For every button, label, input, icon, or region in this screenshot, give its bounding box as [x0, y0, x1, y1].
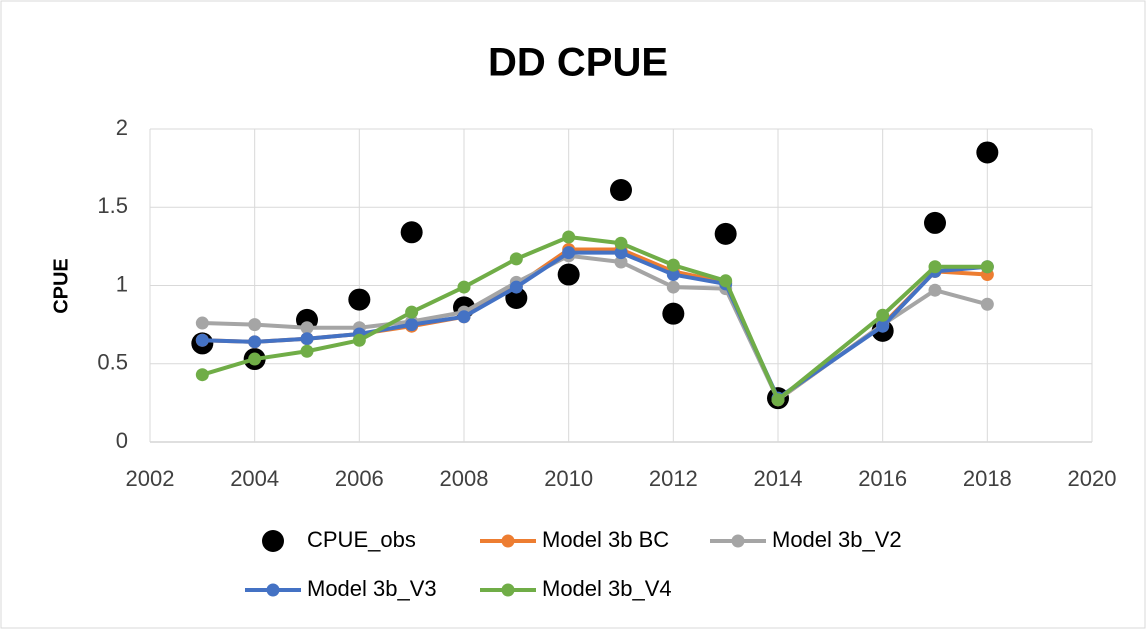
legend-label: Model 3b_V4 — [542, 576, 672, 601]
chart-title: DD CPUE — [488, 41, 668, 85]
x-tick-label: 2010 — [544, 466, 593, 491]
line-marker — [980, 297, 994, 311]
line-marker — [405, 305, 419, 319]
line-marker — [352, 333, 366, 347]
line-marker — [614, 255, 628, 269]
scatter-point — [400, 221, 423, 244]
legend-marker — [501, 534, 515, 548]
legend-marker — [262, 530, 284, 552]
line-marker — [300, 344, 314, 358]
y-tick-label: 1 — [116, 271, 128, 296]
legend-marker — [731, 534, 745, 548]
line-marker — [876, 319, 890, 333]
line-marker — [928, 260, 942, 274]
scatter-point — [610, 179, 632, 202]
line-marker — [248, 352, 262, 366]
legend-marker — [266, 583, 280, 597]
line-marker — [509, 252, 523, 266]
y-tick-label: 0.5 — [97, 350, 128, 375]
line-marker — [248, 335, 262, 349]
y-tick-label: 0 — [116, 428, 128, 453]
line-marker — [666, 258, 680, 272]
y-tick-label: 2 — [116, 115, 128, 140]
x-tick-label: 2018 — [963, 466, 1012, 491]
line-marker — [980, 260, 994, 274]
legend-label: CPUE_obs — [307, 527, 416, 552]
line-marker — [928, 283, 942, 297]
x-tick-label: 2020 — [1068, 466, 1117, 491]
x-tick-label: 2004 — [230, 466, 279, 491]
x-tick-label: 2002 — [126, 466, 175, 491]
x-tick-label: 2016 — [858, 466, 907, 491]
scatter-point — [348, 288, 371, 311]
line-marker — [405, 318, 419, 332]
x-tick-label: 2014 — [754, 466, 803, 491]
scatter-point — [662, 302, 685, 325]
line-marker — [457, 280, 471, 294]
y-tick-label: 1.5 — [97, 193, 128, 218]
x-tick-label: 2008 — [440, 466, 489, 491]
legend-label: Model 3b_V3 — [307, 576, 437, 601]
y-axis-label: CPUE — [50, 258, 72, 314]
line-marker — [457, 310, 471, 324]
line-marker — [509, 280, 523, 294]
line-marker — [614, 236, 628, 250]
legend-label: Model 3b BC — [542, 527, 669, 552]
x-tick-label: 2006 — [335, 466, 384, 491]
legend-label: Model 3b_V2 — [772, 527, 902, 552]
line-marker — [248, 318, 262, 332]
line-marker — [195, 368, 209, 382]
line-marker — [300, 321, 314, 335]
line-marker — [666, 280, 680, 294]
line-marker — [562, 230, 576, 244]
line-marker — [771, 393, 785, 407]
scatter-point — [924, 211, 946, 234]
line-marker — [666, 268, 680, 282]
line-marker — [562, 246, 576, 260]
line-marker — [195, 333, 209, 347]
scatter-point — [557, 263, 580, 286]
x-tick-label: 2012 — [649, 466, 698, 491]
scatter-point — [505, 287, 528, 310]
line-marker — [614, 246, 628, 260]
scatter-point — [976, 141, 999, 164]
legend-marker — [501, 583, 515, 597]
line-marker — [876, 308, 890, 322]
line-marker — [719, 274, 733, 288]
line-marker — [195, 316, 209, 330]
line-marker — [300, 332, 314, 346]
scatter-point — [714, 222, 737, 245]
